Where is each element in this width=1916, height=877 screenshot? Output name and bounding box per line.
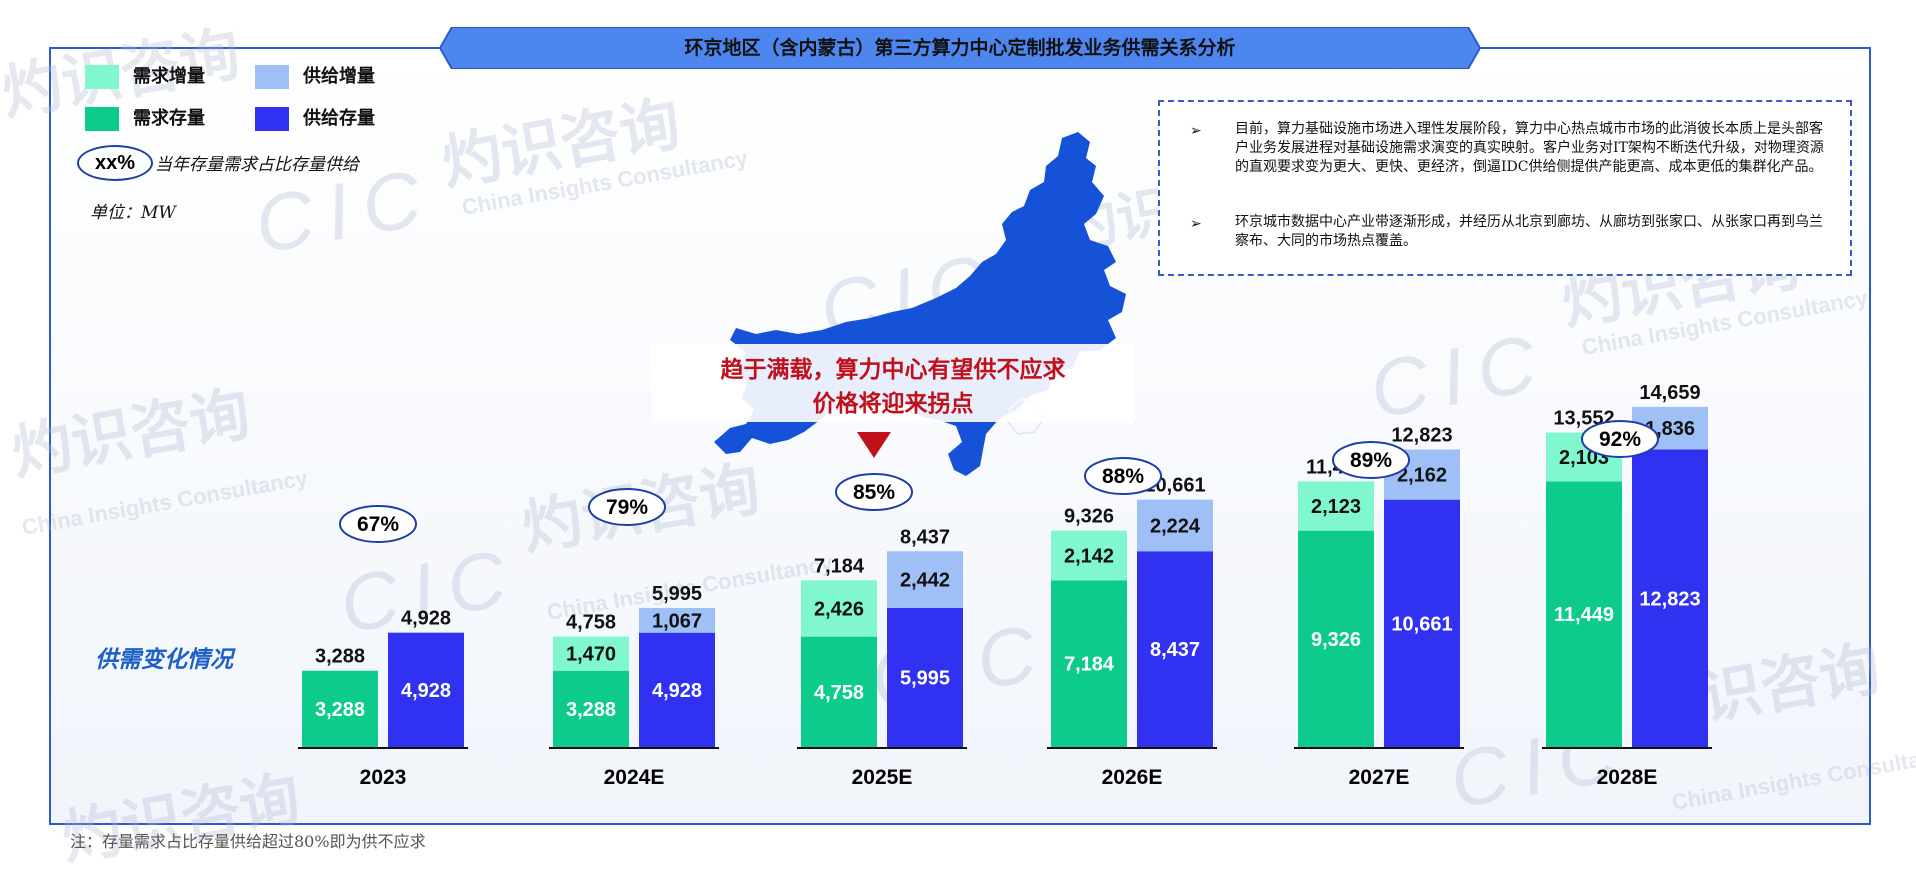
label-demand-stock-2025E: 4,758 [814, 682, 864, 704]
page-title: 环京地区（含内蒙古）第三方算力中心定制批发业务供需关系分析 [684, 37, 1236, 59]
ratio-ellipse-2025E [835, 473, 913, 511]
commentary-box: ➢ 目前，算力基础设施市场进入理性发展阶段，算力中心热点城市市场的此消彼长本质上… [1158, 100, 1852, 276]
bar-supply-stock-2028E [1632, 449, 1708, 747]
legend-label-supply-increment: 供给增量 [303, 66, 375, 87]
label-demand-stock-2024E: 3,288 [566, 699, 616, 721]
callout-box [652, 344, 1134, 422]
legend-swatch-demand-stock [85, 107, 119, 131]
ratio-label-2025E: 85% [853, 481, 895, 504]
label-supply-total-2028E: 14,659 [1639, 382, 1700, 404]
unit-label: 单位：MW [90, 203, 176, 223]
label-supply-increment-2027E: 2,162 [1397, 465, 1447, 487]
bullet-arrow-icon: ➢ [1190, 215, 1202, 231]
label-supply-total-2027E: 12,823 [1391, 425, 1452, 447]
label-demand-increment-2026E: 2,142 [1064, 545, 1114, 567]
label-demand-total-2026E: 9,326 [1064, 506, 1114, 528]
legend-ratio-sample: xx% [77, 145, 153, 181]
bar-supply-stock-2026E [1137, 551, 1213, 747]
label-supply-stock-2026E: 8,437 [1150, 639, 1200, 661]
label-supply-stock-2025E: 5,995 [900, 667, 950, 689]
bar-demand-stock-2026E [1051, 580, 1127, 747]
map-marker-icon [857, 432, 891, 458]
legend-label-supply-stock: 供给存量 [303, 108, 375, 129]
label-demand-stock-2027E: 9,326 [1311, 629, 1361, 651]
title-banner [440, 27, 1480, 69]
legend-swatch-supply-increment [255, 65, 289, 89]
label-supply-increment-2024E: 1,067 [652, 610, 702, 632]
ratio-label-2023: 67% [357, 513, 399, 536]
label-supply-increment-2026E: 2,224 [1150, 515, 1201, 537]
bullet-arrow-icon: ➢ [1190, 122, 1202, 138]
bar-supply-increment-2026E [1137, 499, 1213, 552]
legend-label-demand-increment: 需求增量 [133, 66, 205, 87]
label-demand-stock-2028E: 11,449 [1554, 604, 1614, 626]
category-label-2027E: 2027E [1349, 766, 1410, 789]
category-label-2025E: 2025E [852, 766, 913, 789]
side-label: 供需变化情况 [95, 646, 233, 673]
commentary-bullet-2: 环京城市数据中心产业带逐渐形成，并经历从北京到廊坊、从廊坊到张家口、从张家口再到… [1235, 214, 1823, 249]
ratio-ellipse-2026E [1084, 457, 1162, 495]
category-label-2024E: 2024E [604, 766, 665, 789]
legend-swatch-supply-stock [255, 107, 289, 131]
label-demand-increment-2025E: 2,426 [814, 598, 864, 620]
ratio-label-2026E: 88% [1102, 465, 1144, 488]
legend-ratio-note: 当年存量需求占比存量供给 [155, 155, 359, 175]
callout-line-1: 趋于满载，算力中心有望供不应求 [720, 356, 1066, 383]
bar-demand-stock-2024E [553, 670, 629, 747]
label-supply-stock-2023: 4,928 [401, 680, 451, 702]
legend-swatch-demand-increment [85, 65, 119, 89]
label-demand-total-2024E: 4,758 [566, 612, 616, 634]
label-supply-total-2023: 4,928 [401, 608, 451, 630]
bar-demand-stock-2023 [302, 670, 378, 747]
supply-demand-bar-chart: 3,288 3,288 4,928 4,928 2023 3,288 1,470 4,758 4… [298, 382, 1712, 789]
ratio-label-2027E: 89% [1350, 449, 1392, 472]
bar-supply-increment-2025E [887, 551, 963, 608]
bar-supply-stock-2024E [639, 632, 715, 747]
legend-label-demand-stock: 需求存量 [133, 108, 205, 129]
category-label-2026E: 2026E [1102, 766, 1163, 789]
bar-demand-stock-2028E [1546, 481, 1622, 747]
ratio-ellipse-2023 [339, 505, 417, 543]
bar-demand-stock-2027E [1298, 530, 1374, 747]
label-demand-increment-2024E: 1,470 [566, 644, 616, 666]
label-supply-stock-2024E: 4,928 [652, 680, 702, 702]
bar-demand-increment-2026E [1051, 530, 1127, 581]
label-supply-stock-2028E: 12,823 [1639, 588, 1700, 610]
label-demand-total-2023: 3,288 [315, 646, 365, 668]
ratio-label-2028E: 92% [1599, 428, 1641, 451]
label-demand-stock-2023: 3,288 [315, 699, 365, 721]
ratio-label-2024E: 79% [606, 496, 648, 519]
ratio-ellipse-2027E [1332, 441, 1410, 479]
bar-demand-increment-2027E [1298, 481, 1374, 531]
bar-supply-stock-2025E [887, 607, 963, 747]
commentary-bullet-1: 目前，算力基础设施市场进入理性发展阶段，算力中心热点城市市场的此消彼长本质上是头… [1235, 121, 1824, 175]
bar-supply-stock-2023 [388, 632, 464, 747]
category-label-2023: 2023 [360, 766, 407, 789]
ratio-ellipse-2024E [588, 488, 666, 526]
category-label-2028E: 2028E [1597, 766, 1658, 789]
label-supply-total-2024E: 5,995 [652, 583, 702, 605]
bar-demand-increment-2025E [801, 580, 877, 637]
bar-supply-stock-2027E [1384, 499, 1460, 747]
label-supply-total-2025E: 8,437 [900, 526, 950, 548]
label-demand-increment-2027E: 2,123 [1311, 496, 1361, 518]
label-demand-total-2025E: 7,184 [814, 555, 865, 577]
label-demand-stock-2026E: 7,184 [1064, 654, 1115, 676]
footnote: 注：存量需求占比存量供给超过80%即为供不应求 [70, 832, 426, 851]
callout-line-2: 价格将迎来拐点 [812, 390, 974, 417]
bar-demand-increment-2024E [553, 636, 629, 671]
label-supply-increment-2025E: 2,442 [900, 570, 950, 592]
ratio-ellipse-2028E [1581, 420, 1659, 458]
slide: 灼识咨询灼识咨询灼识咨询灼识咨询灼识咨询灼识咨询灼识咨询灼识咨询CICCICCI… [0, 19, 1916, 875]
bar-supply-increment-2024E [639, 607, 715, 633]
label-supply-stock-2027E: 10,661 [1391, 613, 1452, 635]
bar-demand-stock-2025E [801, 636, 877, 747]
